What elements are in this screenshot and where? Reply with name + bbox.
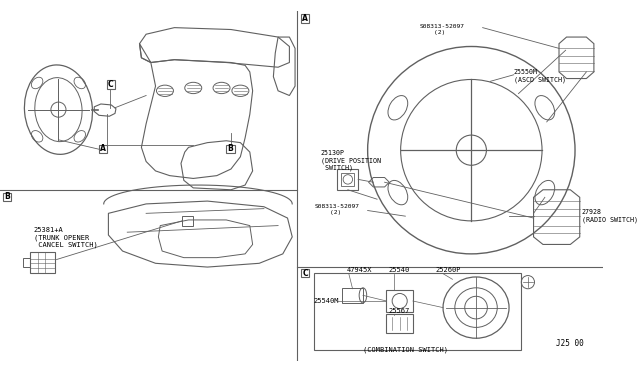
Text: C: C — [108, 80, 113, 89]
Text: 25540: 25540 — [388, 267, 410, 273]
Bar — [301, 15, 309, 23]
Text: 27928
(RADIO SWITCH): 27928 (RADIO SWITCH) — [582, 209, 637, 223]
Text: A: A — [302, 14, 308, 23]
Text: S08313-52097
    (2): S08313-52097 (2) — [315, 204, 360, 215]
Bar — [106, 80, 115, 89]
Bar — [301, 269, 309, 278]
Text: 25260P: 25260P — [435, 267, 461, 273]
Text: 25130P
(DRIVE POSITION
 SWITCH): 25130P (DRIVE POSITION SWITCH) — [321, 150, 381, 171]
Text: 25567: 25567 — [388, 308, 410, 314]
Bar — [337, 169, 358, 190]
Text: 25381+A
(TRUNK OPENER
 CANCEL SWITCH): 25381+A (TRUNK OPENER CANCEL SWITCH) — [34, 227, 98, 248]
Text: (COMBINATION SWITCH): (COMBINATION SWITCH) — [363, 346, 448, 353]
Bar — [314, 273, 522, 350]
Text: B: B — [4, 192, 10, 201]
Text: A: A — [100, 144, 106, 153]
Bar — [3, 193, 12, 201]
Bar — [22, 258, 30, 267]
Bar — [387, 290, 413, 312]
Text: B: B — [228, 144, 234, 153]
Bar — [99, 145, 108, 153]
Text: 25550M
(ASCD SWITCH): 25550M (ASCD SWITCH) — [514, 69, 566, 83]
Text: C: C — [302, 269, 308, 278]
Bar — [342, 288, 363, 303]
Bar — [30, 252, 54, 273]
Bar — [227, 145, 235, 153]
Text: 25540M: 25540M — [314, 298, 339, 304]
Text: J25 00: J25 00 — [556, 339, 584, 348]
Text: S08313-52097
    (2): S08313-52097 (2) — [419, 24, 465, 35]
Bar — [387, 314, 413, 333]
Text: 47945X: 47945X — [347, 267, 372, 273]
Bar — [341, 173, 355, 186]
Bar — [182, 216, 193, 225]
